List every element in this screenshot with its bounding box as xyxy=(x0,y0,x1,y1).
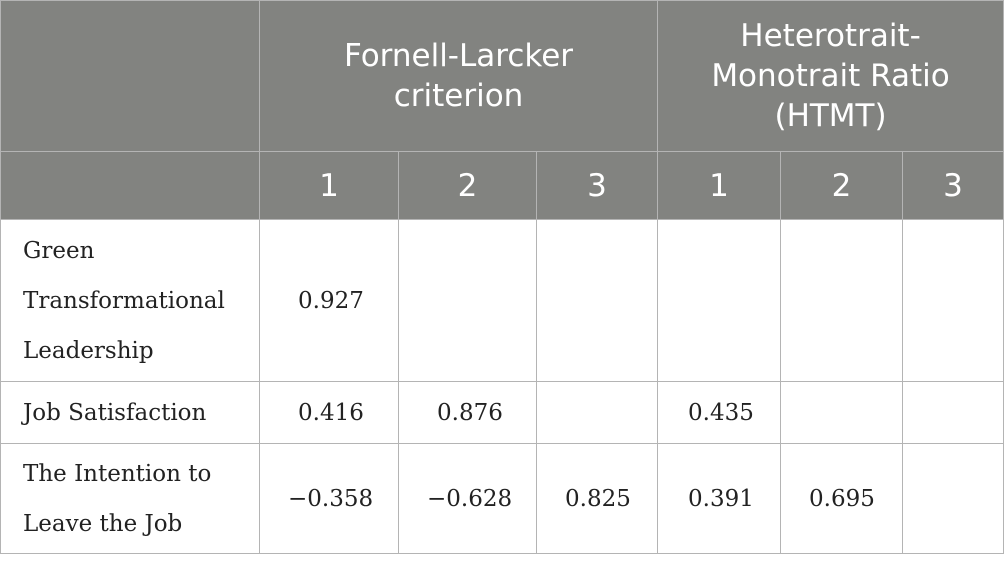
table-cell xyxy=(780,381,904,444)
table-cell xyxy=(902,443,1005,554)
table-cell xyxy=(535,219,659,382)
corner-header-cell xyxy=(0,0,260,152)
table-cell: 0.435 xyxy=(657,381,782,444)
table-cell xyxy=(657,219,782,382)
row-label: The Intention to Leave the Job xyxy=(0,443,260,554)
table-row: Green Transformational Leadership 0.927 xyxy=(0,219,1005,382)
column-number-header xyxy=(0,151,260,220)
table-cell xyxy=(398,219,537,382)
table-cell: 0.927 xyxy=(259,219,399,382)
column-number-header: 3 xyxy=(535,151,659,220)
table-cell xyxy=(535,381,659,444)
table-row: The Intention to Leave the Job −0.358 −0… xyxy=(0,443,1005,554)
table-cell: 0.876 xyxy=(398,381,537,444)
column-number-header: 1 xyxy=(657,151,782,220)
validity-table: Fornell-Larcker criterion Heterotrait-Mo… xyxy=(0,0,1005,554)
table-cell: 0.416 xyxy=(259,381,399,444)
column-number-header: 2 xyxy=(398,151,537,220)
table-cell xyxy=(902,219,1005,382)
column-number-header: 2 xyxy=(780,151,904,220)
table-cell xyxy=(780,219,904,382)
htmt-header: Heterotrait-Monotrait Ratio (HTMT) xyxy=(657,0,1005,152)
table-cell: −0.628 xyxy=(398,443,537,554)
fornell-larcker-header: Fornell-Larcker criterion xyxy=(258,0,659,152)
row-label: Green Transformational Leadership xyxy=(0,219,260,382)
column-number-header: 3 xyxy=(902,151,1005,220)
table-cell: 0.695 xyxy=(780,443,904,554)
table-cell xyxy=(902,381,1005,444)
column-number-header: 1 xyxy=(259,151,399,220)
table-cell: 0.825 xyxy=(535,443,659,554)
row-label: Job Satisfaction xyxy=(0,381,260,444)
column-number-row: 1 2 3 1 2 3 xyxy=(0,151,1005,220)
table-cell: −0.358 xyxy=(259,443,399,554)
table-cell: 0.391 xyxy=(657,443,782,554)
table-row: Job Satisfaction 0.416 0.876 0.435 xyxy=(0,381,1005,444)
group-header-row: Fornell-Larcker criterion Heterotrait-Mo… xyxy=(0,0,1005,152)
